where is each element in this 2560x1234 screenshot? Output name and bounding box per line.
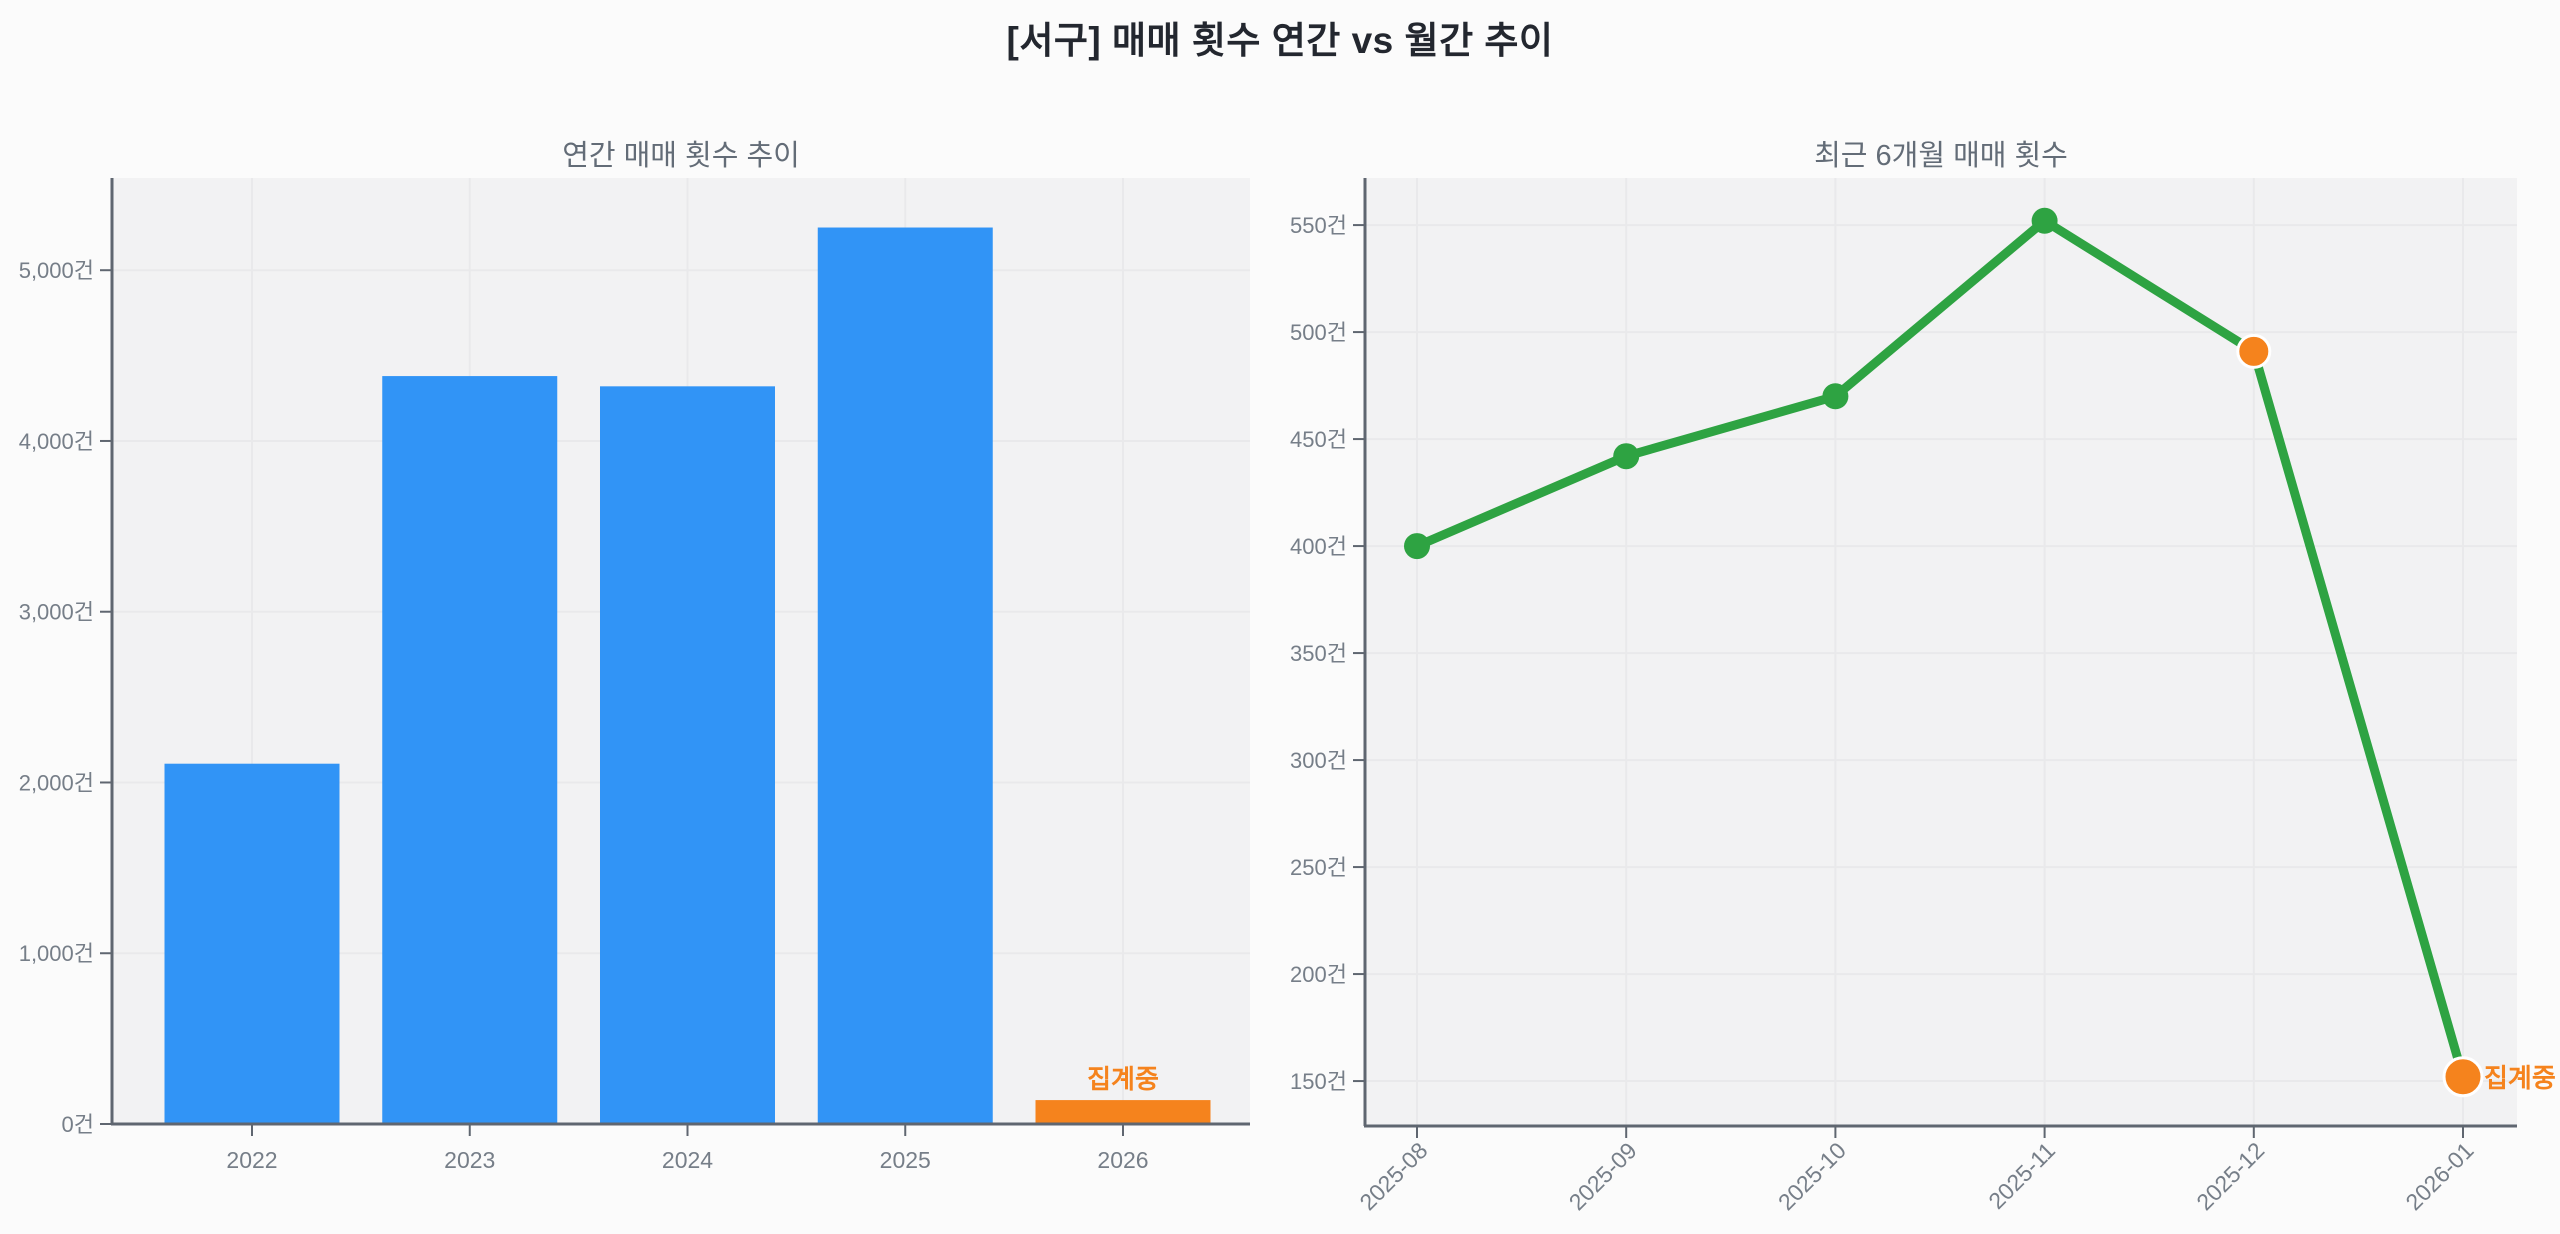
line-plot-area [1365,178,2517,1126]
y-tick-label: 250건 [1290,855,1347,880]
y-tick-label: 5,000건 [19,258,94,283]
line-chart-title: 최근 6개월 매매 횟수 [1814,140,2068,172]
x-tick-label: 2025-09 [1564,1137,1642,1215]
x-tick-label: 2025-08 [1354,1137,1432,1215]
x-tick-label: 2025-10 [1773,1137,1851,1215]
x-tick-label: 2023 [444,1147,495,1173]
y-tick-label: 200건 [1290,962,1347,987]
y-tick-label: 500건 [1290,320,1347,345]
y-tick-label: 1,000건 [19,941,94,966]
bar-2022 [164,763,340,1124]
point-2025-10 [1822,383,1849,410]
x-tick-label: 2024 [662,1147,713,1173]
point-2026-01 [2442,1056,2484,1098]
x-tick-label: 2025-11 [1983,1137,2060,1214]
y-tick-label: 2,000건 [19,770,94,795]
x-tick-label: 2025-12 [2191,1137,2269,1215]
bar-annotation-collecting: 집계중 [1087,1064,1159,1094]
y-tick-label: 0건 [62,1112,94,1137]
y-tick-label: 4,000건 [19,429,94,454]
bar-2026 [1035,1100,1211,1124]
bar-chart-title: 연간 매매 횟수 추이 [562,140,800,172]
bar-2025 [817,227,993,1125]
y-tick-label: 400건 [1290,534,1347,559]
bar-2024 [600,386,775,1124]
bar-2023 [382,376,558,1124]
x-tick-label: 2026-01 [2400,1137,2478,1215]
x-tick-label: 2025 [880,1147,931,1173]
x-tick-label: 2022 [226,1147,277,1173]
y-tick-label: 350건 [1290,641,1347,666]
line-series [1412,216,2468,1082]
point-2025-09 [1613,443,1640,470]
point-2025-12 [2236,333,2272,369]
point-2025-08 [1404,533,1430,560]
x-tick-label: 2026 [1097,1147,1148,1173]
point-2025-11 [2031,207,2058,234]
y-tick-label: 550건 [1290,213,1347,238]
y-tick-label: 300건 [1290,748,1347,773]
line-annotation-collecting: 집계중 [2484,1063,2556,1093]
y-tick-label: 150건 [1290,1069,1347,1094]
y-tick-label: 450건 [1290,427,1347,452]
page-title: [서구] 매매 횟수 연간 vs 월간 추이 [1006,20,1554,61]
y-tick-label: 3,000건 [19,600,94,625]
